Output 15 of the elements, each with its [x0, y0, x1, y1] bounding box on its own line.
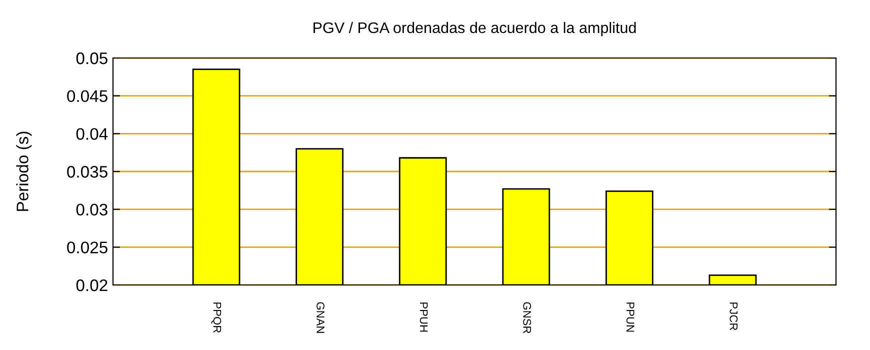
y-tick-label: 0.05: [76, 52, 108, 64]
y-tick-label: 0.035: [67, 166, 108, 178]
chart-title: PGV / PGA ordenadas de acuerdo a la amplitud: [314, 22, 636, 36]
x-tick-label: PPUN: [626, 302, 634, 332]
y-tick-label: 0.03: [76, 204, 108, 216]
x-tick-label: PPQR: [211, 302, 222, 333]
y-tick-label: 0.045: [67, 90, 108, 102]
y-tick-label: 0.04: [76, 128, 108, 140]
y-tick-label: 0.02: [76, 279, 108, 292]
x-tick-label: PPUH: [420, 302, 428, 332]
y-tick-label: 0.025: [67, 242, 108, 254]
y-axis-title: Periodo (s): [16, 132, 32, 211]
x-tick-label: GNSR: [523, 302, 532, 334]
x-tick-label: PJCR: [730, 302, 738, 330]
x-tick-label: GNAN: [316, 302, 324, 333]
